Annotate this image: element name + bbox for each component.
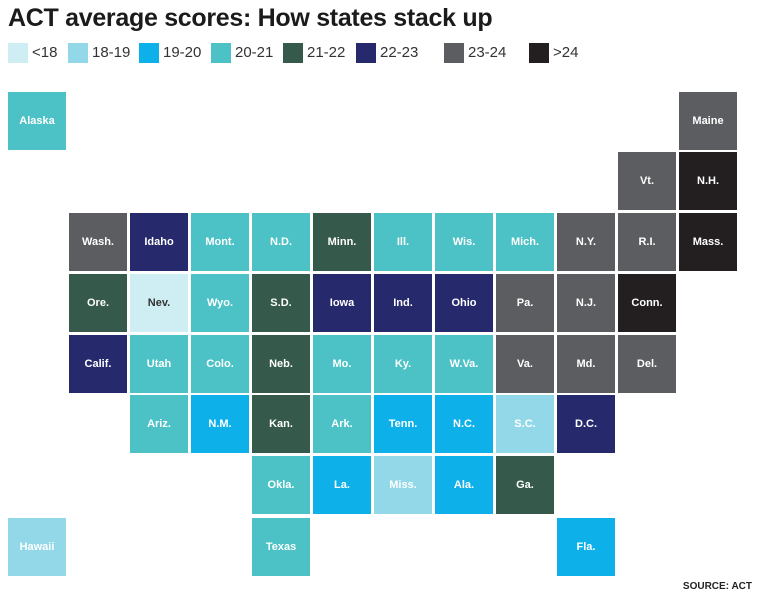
legend-label: 21-22	[307, 44, 346, 61]
legend-swatch	[68, 43, 88, 63]
state-tile: Maine	[679, 92, 737, 150]
legend-swatch	[444, 43, 464, 63]
state-tile: Mo.	[313, 335, 371, 393]
state-tile: Ark.	[313, 395, 371, 453]
state-tile: Tenn.	[374, 395, 432, 453]
state-tile: Va.	[496, 335, 554, 393]
legend-swatch	[139, 43, 159, 63]
legend-label: 19-20	[163, 44, 202, 61]
state-tile: Texas	[252, 518, 310, 576]
source-prefix: SOURCE:	[682, 581, 732, 592]
state-tile: Miss.	[374, 456, 432, 514]
state-tile: Ohio	[435, 274, 493, 332]
state-tile: Okla.	[252, 456, 310, 514]
state-tile: Ill.	[374, 213, 432, 271]
state-tile: Ga.	[496, 456, 554, 514]
state-tile: Pa.	[496, 274, 554, 332]
state-tile: Colo.	[191, 335, 249, 393]
state-tile: S.D.	[252, 274, 310, 332]
state-tile: R.I.	[618, 213, 676, 271]
state-tile: Neb.	[252, 335, 310, 393]
legend-label: 22-23	[380, 44, 419, 61]
state-tile: N.M.	[191, 395, 249, 453]
state-tile: Utah	[130, 335, 188, 393]
state-tile: Idaho	[130, 213, 188, 271]
state-tile: N.C.	[435, 395, 493, 453]
state-tile: Minn.	[313, 213, 371, 271]
source-name: ACT	[731, 581, 752, 592]
legend-label: <18	[32, 44, 58, 61]
state-tile: Kan.	[252, 395, 310, 453]
state-tile: N.J.	[557, 274, 615, 332]
source-note: SOURCE: ACT	[683, 581, 752, 592]
legend-label: >24	[553, 44, 579, 61]
legend-swatch	[529, 43, 549, 63]
state-tile: Hawaii	[8, 518, 66, 576]
state-tile: Del.	[618, 335, 676, 393]
state-tile: Ariz.	[130, 395, 188, 453]
legend-label: 23-24	[468, 44, 507, 61]
state-tile: N.Y.	[557, 213, 615, 271]
map-title: ACT average scores: How states stack up	[8, 4, 493, 32]
state-tile: Conn.	[618, 274, 676, 332]
legend-swatch	[356, 43, 376, 63]
state-tile: Mich.	[496, 213, 554, 271]
state-tile: Mass.	[679, 213, 737, 271]
state-tile: Calif.	[69, 335, 127, 393]
state-tile: W.Va.	[435, 335, 493, 393]
state-tile: Wyo.	[191, 274, 249, 332]
state-tile: La.	[313, 456, 371, 514]
state-tile: N.D.	[252, 213, 310, 271]
state-tile: Nev.	[130, 274, 188, 332]
legend-swatch	[283, 43, 303, 63]
legend-label: 20-21	[235, 44, 274, 61]
legend-swatch	[8, 43, 28, 63]
state-tile: Ind.	[374, 274, 432, 332]
state-tile: Fla.	[557, 518, 615, 576]
state-tile: Alaska	[8, 92, 66, 150]
state-tile: Iowa	[313, 274, 371, 332]
state-tile: Ky.	[374, 335, 432, 393]
state-tile: Mont.	[191, 213, 249, 271]
state-tile: Wis.	[435, 213, 493, 271]
state-tile: D.C.	[557, 395, 615, 453]
state-tile: Ore.	[69, 274, 127, 332]
legend-swatch	[211, 43, 231, 63]
state-tile: Wash.	[69, 213, 127, 271]
state-tile: Vt.	[618, 152, 676, 210]
legend-label: 18-19	[92, 44, 131, 61]
state-tile: N.H.	[679, 152, 737, 210]
state-tile: S.C.	[496, 395, 554, 453]
state-tile: Ala.	[435, 456, 493, 514]
state-tile: Md.	[557, 335, 615, 393]
